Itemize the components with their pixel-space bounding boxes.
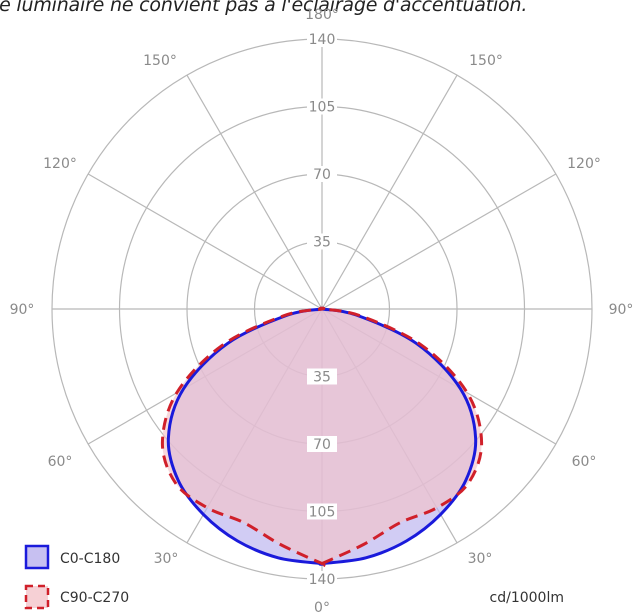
angle-label-left-90: 90° [10, 302, 35, 318]
axis-labels: 35 35 70 70 105 105 140 140 180° 0° 150° 150° 120° 12… [10, 7, 634, 616]
grid-spoke-30 [321, 74, 458, 310]
radial-tick-35-bottom: 35 [313, 370, 331, 386]
radial-tick-140-top: 140 [309, 32, 336, 48]
legend-label-c90-c270: C90-C270 [60, 590, 129, 606]
chart-banner-text: Ce luminaire ne convient pas à l'éclaira… [0, 0, 528, 16]
unit-label: cd/1000lm [490, 590, 564, 606]
tick-label-bg [307, 31, 337, 47]
radial-tick-140-bottom: 140 [309, 572, 336, 588]
tick-label-bg [307, 233, 337, 250]
legend-label-c0-c180: C0-C180 [60, 551, 120, 567]
radial-tick-105-bottom: 105 [309, 505, 336, 521]
grid-spoke-330 [186, 74, 323, 310]
grid-spoke-60 [321, 173, 557, 310]
tick-label-bg [307, 368, 337, 385]
grid-spoke-300 [87, 173, 323, 310]
angle-label-bottom: 0° [314, 600, 330, 616]
angle-label-right-90: 90° [609, 302, 634, 318]
angle-label-top: 180° [305, 7, 339, 23]
angle-label-lower-right-60: 60° [572, 454, 597, 470]
legend-swatch-c0-c180 [24, 544, 50, 570]
angle-label-lower-left-30: 30° [154, 551, 179, 567]
tick-label-bg [307, 503, 337, 520]
legend-swatch-c90-c270 [24, 584, 50, 610]
radial-tick-105-top: 105 [309, 100, 336, 116]
tick-label-bg [307, 166, 337, 182]
tick-label-bg [307, 98, 337, 115]
angle-label-upper-right-150: 150° [469, 53, 503, 69]
radial-tick-70-bottom: 70 [313, 437, 331, 453]
angle-label-upper-left-150: 150° [143, 53, 177, 69]
angle-label-lower-right-30: 30° [468, 551, 493, 567]
angle-label-upper-left-120: 120° [43, 156, 77, 172]
series-line-c90-c270 [160, 306, 484, 568]
legend: C0-C180 C90-C270 [24, 544, 129, 610]
radial-tick-70-top: 70 [313, 167, 331, 183]
tick-label-bg [307, 436, 337, 452]
angle-label-upper-right-120: 120° [567, 156, 601, 172]
tick-label-bg [307, 571, 337, 587]
radial-tick-35-top: 35 [313, 235, 331, 251]
angle-label-lower-left-60: 60° [48, 454, 73, 470]
